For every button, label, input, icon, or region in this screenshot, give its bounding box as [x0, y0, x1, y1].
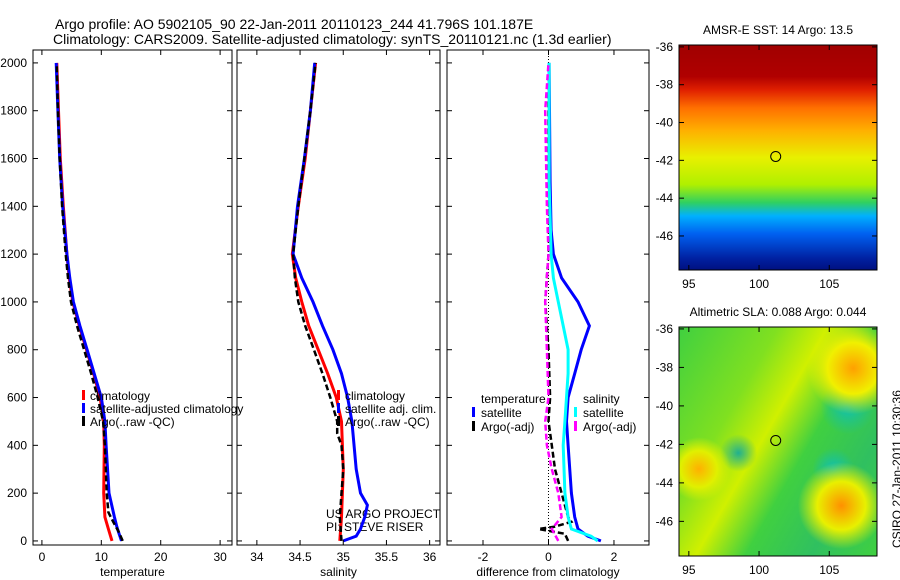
x-tick-label: 0 [39, 550, 46, 564]
legend-swatch [337, 403, 340, 413]
x-tick-label: -2 [478, 550, 489, 564]
x-tick-label: 34 [250, 550, 264, 564]
x-tick-label: 105 [819, 277, 839, 291]
y-tick-label: 1200 [0, 247, 27, 261]
legend-swatch [82, 390, 85, 400]
sla-axes-box [678, 326, 878, 557]
y-tick-label: 600 [7, 391, 27, 405]
legend-entry: satellite-adjusted climatology [90, 402, 243, 416]
y-tick-label: -46 [656, 229, 674, 243]
legend-swatch [82, 403, 85, 413]
sla-map-title: Altimetric SLA: 0.088 Argo: 0.044 [690, 305, 867, 319]
figure-title-line1: Argo profile: AO 5902105_90 22-Jan-2011 … [55, 16, 534, 32]
y-tick-label: -40 [656, 116, 674, 130]
legend-swatch [82, 416, 85, 426]
x-tick-label: 34.5 [288, 550, 312, 564]
x-tick-label: 0 [545, 550, 552, 564]
legend-entry: climatology [90, 389, 150, 403]
y-tick-label: -38 [656, 78, 674, 92]
x-tick-label: 95 [682, 563, 696, 577]
series-line-temperature-argo-adj- [538, 62, 574, 542]
legend-swatch [472, 421, 475, 431]
sla-map [679, 327, 877, 556]
legend-entry: Argo(-adj) [481, 420, 534, 434]
y-tick-label: -44 [656, 191, 674, 205]
y-tick-label: 200 [7, 486, 27, 500]
sst-axes-box [678, 44, 878, 271]
legend-entry: satellite [583, 406, 624, 420]
legend-entry: Argo(..raw -QC) [90, 415, 175, 429]
series-line-argo-raw-qc- [291, 62, 345, 541]
argo-location-marker [770, 434, 782, 446]
legend-entry: Argo(-adj) [583, 420, 636, 434]
legend-group-title: salinity [583, 392, 620, 406]
legend-entry: climatology [345, 389, 405, 403]
legend-group-title: temperature [481, 392, 546, 406]
x-tick-label: 100 [749, 277, 769, 291]
y-tick-label: 2000 [0, 56, 27, 70]
sst-map [679, 45, 877, 270]
y-tick-label: -38 [656, 360, 674, 374]
y-tick-label: -46 [656, 514, 674, 528]
y-tick-label: -36 [656, 40, 674, 54]
x-tick-label: 2 [611, 550, 618, 564]
y-tick-label: -36 [656, 322, 674, 336]
credit-line2: PI: STEVE RISER [326, 520, 424, 534]
y-tick-label: 1800 [0, 104, 27, 118]
y-tick-label: 0 [20, 534, 27, 548]
x-tick-label: 35.5 [375, 550, 399, 564]
legend-swatch [337, 390, 340, 400]
legend-swatch [574, 407, 577, 417]
y-tick-label: 400 [7, 438, 27, 452]
x-tick-label: 105 [819, 563, 839, 577]
series-line-satellite-adj-clim- [291, 62, 369, 543]
series-line-climatology [55, 62, 114, 542]
x-tick-label: 95 [682, 277, 696, 291]
temp-axes-box [32, 49, 233, 546]
series-line-climatology [290, 62, 345, 542]
x-tick-label: 100 [749, 563, 769, 577]
y-tick-label: 800 [7, 343, 27, 357]
series-line-argo-raw-qc- [55, 65, 124, 542]
legend-swatch [337, 416, 340, 426]
legend-entry: Argo(..raw -QC) [345, 415, 430, 429]
temp-x-axis-label: temperature [100, 565, 165, 579]
diff-x-axis-label: difference from climatology [476, 565, 619, 579]
credit-line1: US ARGO PROJECT [326, 507, 441, 521]
figure-title-line2: Climatology: CARS2009. Satellite-adjuste… [53, 31, 612, 47]
series-line-salinity-argo-adj- [543, 62, 563, 542]
y-tick-label: -44 [656, 476, 674, 490]
series-line-salinity-satellite [547, 62, 599, 543]
sal-x-axis-label: salinity [320, 565, 357, 579]
y-tick-label: -40 [656, 399, 674, 413]
y-tick-label: -42 [656, 153, 674, 167]
series-line-temperature-satellite [547, 62, 602, 543]
argo-location-marker [770, 150, 782, 162]
legend-entry: satellite [481, 406, 522, 420]
x-tick-label: 20 [154, 550, 168, 564]
x-tick-label: 36 [423, 550, 437, 564]
series-line-satellite-adjusted-climatology [54, 62, 123, 542]
x-tick-label: 35 [337, 550, 351, 564]
sst-map-title: AMSR-E SST: 14 Argo: 13.5 [703, 23, 853, 37]
x-tick-label: 10 [95, 550, 109, 564]
y-tick-label: -42 [656, 437, 674, 451]
y-tick-label: 1400 [0, 199, 27, 213]
legend-swatch [574, 421, 577, 431]
legend-entry: satellite adj. clim. [345, 402, 436, 416]
x-tick-label: 30 [213, 550, 227, 564]
legend-swatch [472, 407, 475, 417]
sal-axes-box [236, 49, 441, 546]
y-tick-label: 1000 [0, 295, 27, 309]
y-tick-label: 1600 [0, 152, 27, 166]
